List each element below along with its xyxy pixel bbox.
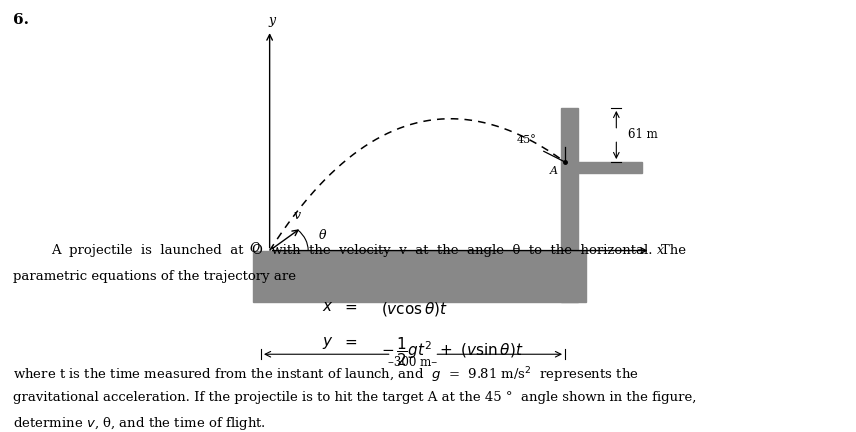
Text: y: y <box>269 14 276 27</box>
Text: v: v <box>294 210 300 222</box>
Text: $y$: $y$ <box>322 335 334 351</box>
Text: 45°: 45° <box>516 135 537 145</box>
Text: $=$: $=$ <box>342 300 359 314</box>
Text: 6.: 6. <box>13 13 29 27</box>
Text: determine $v$, θ, and the time of flight.: determine $v$, θ, and the time of flight… <box>13 415 265 432</box>
Text: 61 m: 61 m <box>628 128 658 142</box>
Text: $(v\cos\theta)t$: $(v\cos\theta)t$ <box>381 300 448 318</box>
Text: O: O <box>249 242 259 255</box>
Text: $=$: $=$ <box>342 335 359 349</box>
Text: –300 m–: –300 m– <box>389 356 437 369</box>
Bar <box>253 251 586 302</box>
Text: A  projectile  is  launched  at  O  with  the  velocity  v  at  the  angle  θ  t: A projectile is launched at O with the v… <box>51 244 687 257</box>
Text: θ: θ <box>318 229 326 242</box>
Text: $-\,\dfrac{1}{2}gt^2\ +\ (v\sin\theta)t$: $-\,\dfrac{1}{2}gt^2\ +\ (v\sin\theta)t$ <box>381 335 524 368</box>
Text: x: x <box>657 244 664 257</box>
Text: parametric equations of the trajectory are: parametric equations of the trajectory a… <box>13 270 296 283</box>
Text: gravitational acceleration. If the projectile is to hit the target A at the 45 °: gravitational acceleration. If the proje… <box>13 391 696 404</box>
Text: A: A <box>550 166 558 176</box>
Text: $x$: $x$ <box>323 300 334 314</box>
Text: where t is the time measured from the instant of launch, and  $g$  =  9.81 m/s$^: where t is the time measured from the in… <box>13 365 639 384</box>
Bar <box>578 162 642 173</box>
Bar <box>561 108 578 302</box>
